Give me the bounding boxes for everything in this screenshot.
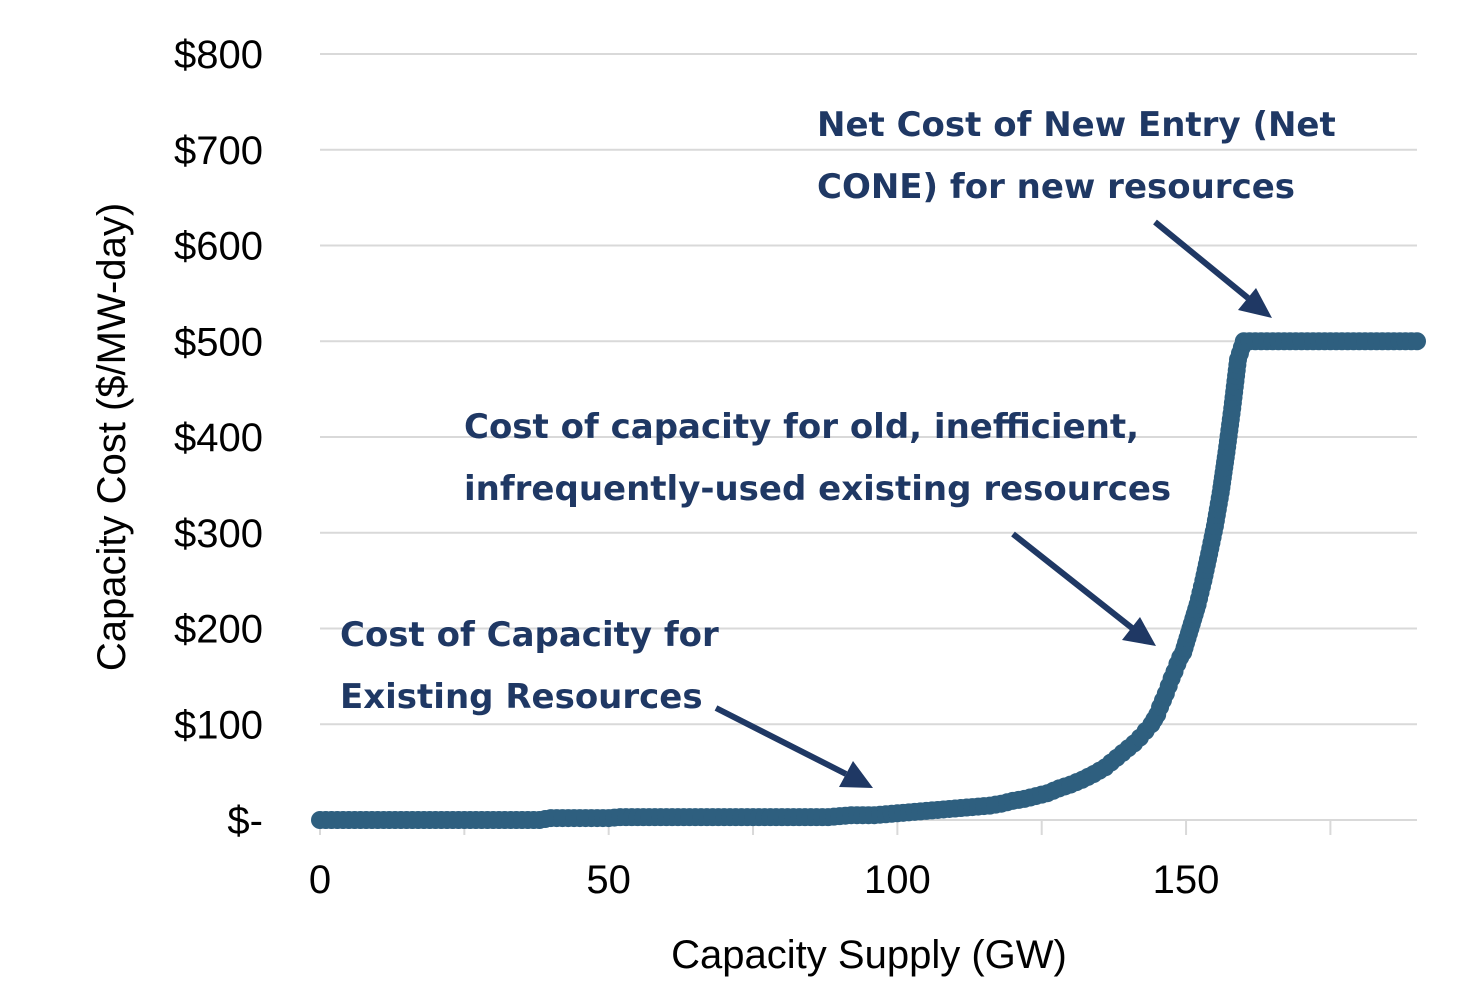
annotation-net-cone-line-2: CONE) for new resources xyxy=(817,167,1295,207)
y-tick-label: $400 xyxy=(174,416,263,460)
y-tick-label: $300 xyxy=(174,512,263,556)
arrow-old-resources xyxy=(1011,531,1156,646)
y-tick-label: $100 xyxy=(174,703,263,747)
x-tick-label: 0 xyxy=(309,858,331,902)
data-point xyxy=(1408,332,1426,351)
y-axis-title: Capacity Cost ($/MW-day) xyxy=(90,203,134,671)
annotation-old-resources-line-1: Cost of capacity for old, inefficient, xyxy=(464,407,1139,447)
arrow-net-cone xyxy=(1153,219,1272,318)
data-points xyxy=(311,332,1426,829)
annotation-net-cone-line-1: Net Cost of New Entry (Net xyxy=(817,105,1336,145)
x-tick-label: 150 xyxy=(1153,858,1220,902)
y-tick-label: $700 xyxy=(174,129,263,173)
arrow-existing-resources xyxy=(714,705,873,788)
annotation-existing-resources-line-2: Existing Resources xyxy=(340,677,703,717)
x-axis-title: Capacity Supply (GW) xyxy=(671,933,1067,977)
x-tick-label: 100 xyxy=(864,858,931,902)
annotation-existing-resources-line-1: Cost of Capacity for xyxy=(340,615,719,655)
y-tick-label: $600 xyxy=(174,225,263,269)
axes: $- $100 $200 $300 $400 $500 $600 $700 $800 0 50 100… xyxy=(174,33,1417,902)
y-tick-label: $- xyxy=(227,799,263,843)
y-tick-label: $200 xyxy=(174,608,263,652)
gridlines xyxy=(320,53,1417,726)
x-tick-label: 50 xyxy=(586,858,631,902)
y-tick-label: $500 xyxy=(174,320,263,364)
y-tick-label: $800 xyxy=(174,33,263,77)
annotations: Net Cost of New Entry (Net CONE) for new… xyxy=(340,105,1336,788)
annotation-old-resources-line-2: infrequently-used existing resources xyxy=(464,469,1171,509)
